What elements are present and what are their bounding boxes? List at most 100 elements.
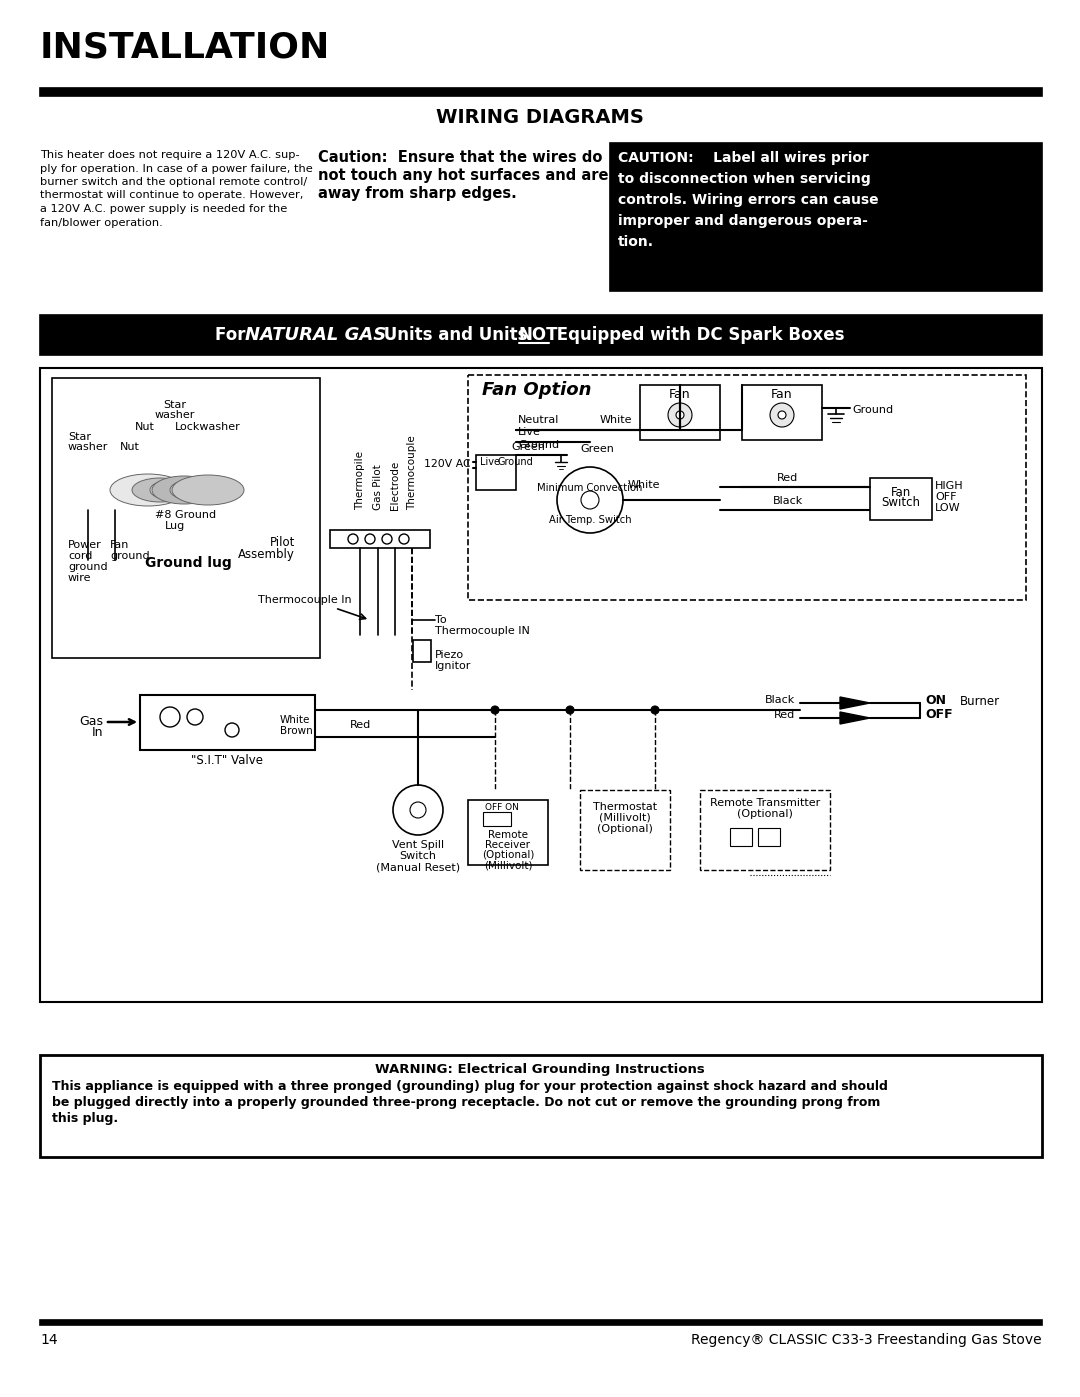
Circle shape [382,534,392,543]
Text: be plugged directly into a properly grounded three-prong receptacle. Do not cut : be plugged directly into a properly grou… [52,1097,880,1109]
Bar [140,694,315,750]
Circle shape [491,705,499,714]
Text: this plug.: this plug. [52,1112,118,1125]
Text: thermostat will continue to operate. However,: thermostat will continue to operate. How… [40,190,303,201]
Text: Remote: Remote [488,830,528,840]
Text: fan/blower operation.: fan/blower operation. [40,218,163,228]
Text: Gas: Gas [79,715,103,728]
Bar [40,88,1042,96]
Circle shape [410,802,426,819]
Text: Receiver: Receiver [486,840,530,849]
Text: White: White [600,415,633,425]
Text: away from sharp edges.: away from sharp edges. [318,186,516,201]
Text: Star: Star [68,432,91,441]
Text: Live: Live [518,427,541,437]
Text: Neutral: Neutral [518,415,559,425]
Text: White: White [627,481,661,490]
Text: to disconnection when servicing: to disconnection when servicing [618,172,870,186]
Text: Air Temp. Switch: Air Temp. Switch [549,515,632,525]
Text: White: White [280,715,310,725]
Text: burner switch and the optional remote control/: burner switch and the optional remote co… [40,177,307,187]
Bar [870,478,932,520]
Text: Fan: Fan [110,541,130,550]
Text: Switch: Switch [881,496,920,509]
Text: Green: Green [580,444,613,454]
Text: Piezo: Piezo [435,650,464,659]
Bar [40,1055,1042,1157]
Text: Lug: Lug [165,521,186,531]
Text: 120V AC: 120V AC [424,460,471,469]
Text: CAUTION:    Label all wires prior: CAUTION: Label all wires prior [618,151,869,165]
Bar [640,386,720,440]
Text: Thermocouple IN: Thermocouple IN [435,626,530,636]
Bar [52,379,320,658]
Text: Thermocouple: Thermocouple [407,436,417,510]
Circle shape [778,411,786,419]
Bar [40,314,1042,355]
Text: Star: Star [163,400,187,409]
Text: NOT: NOT [519,326,558,344]
Bar [40,367,1042,1002]
Text: Red: Red [773,710,795,719]
Circle shape [651,705,659,714]
Circle shape [225,724,239,738]
Bar [413,640,431,662]
Circle shape [160,707,180,726]
Text: (Millivolt): (Millivolt) [599,813,651,823]
Bar [468,374,1026,599]
Bar [468,800,548,865]
Text: ground: ground [110,550,150,562]
Text: Ground lug: Ground lug [145,556,232,570]
Circle shape [770,402,794,427]
Text: (Manual Reset): (Manual Reset) [376,862,460,872]
Text: Live: Live [480,457,500,467]
Text: "S.I.T" Valve: "S.I.T" Valve [191,754,264,767]
Text: OFF: OFF [935,492,957,502]
Circle shape [348,534,357,543]
Text: Thermostat: Thermostat [593,802,657,812]
Bar [700,789,831,870]
Text: Fan Option: Fan Option [482,381,592,400]
Text: wire: wire [68,573,92,583]
Text: (Optional): (Optional) [597,824,653,834]
Text: NATURAL GAS: NATURAL GAS [245,326,387,344]
Text: Caution:  Ensure that the wires do: Caution: Ensure that the wires do [318,149,603,165]
Text: tion.: tion. [618,235,654,249]
Text: Regency® CLASSIC C33-3 Freestanding Gas Stove: Regency® CLASSIC C33-3 Freestanding Gas … [691,1333,1042,1347]
Text: Assembly: Assembly [238,548,295,562]
Text: Lockwasher: Lockwasher [175,422,241,432]
Text: Brown: Brown [280,726,313,736]
Text: This appliance is equipped with a three pronged (grounding) plug for your protec: This appliance is equipped with a three … [52,1080,888,1092]
Text: WIRING DIAGRAMS: WIRING DIAGRAMS [436,108,644,127]
Text: Remote Transmitter: Remote Transmitter [710,798,820,807]
Text: washer: washer [68,441,108,453]
Text: Nut: Nut [120,441,140,453]
Text: Units and Units: Units and Units [378,326,534,344]
Text: washer: washer [154,409,195,420]
Circle shape [676,411,684,419]
Text: Red: Red [778,474,798,483]
Text: Minimum Convection: Minimum Convection [538,483,643,493]
Bar [742,386,822,440]
Bar [330,529,430,548]
Text: improper and dangerous opera-: improper and dangerous opera- [618,214,868,228]
Circle shape [399,534,409,543]
Ellipse shape [170,479,222,502]
Text: Thermopile: Thermopile [355,451,365,510]
Bar [40,1320,1042,1324]
Circle shape [581,490,599,509]
Text: cord: cord [68,550,93,562]
Text: Vent Spill: Vent Spill [392,840,444,849]
Ellipse shape [110,474,186,506]
Text: Nut: Nut [135,422,154,432]
Text: HIGH: HIGH [935,481,963,490]
Ellipse shape [150,481,194,500]
Text: Ground: Ground [518,440,559,450]
Text: Switch: Switch [400,851,436,861]
Text: (Optional): (Optional) [482,849,535,861]
Text: Burner: Burner [960,694,1000,708]
Text: Red: Red [350,719,372,731]
Text: Electrode: Electrode [390,461,400,510]
Ellipse shape [172,475,244,504]
Text: OFF ON: OFF ON [485,803,518,812]
